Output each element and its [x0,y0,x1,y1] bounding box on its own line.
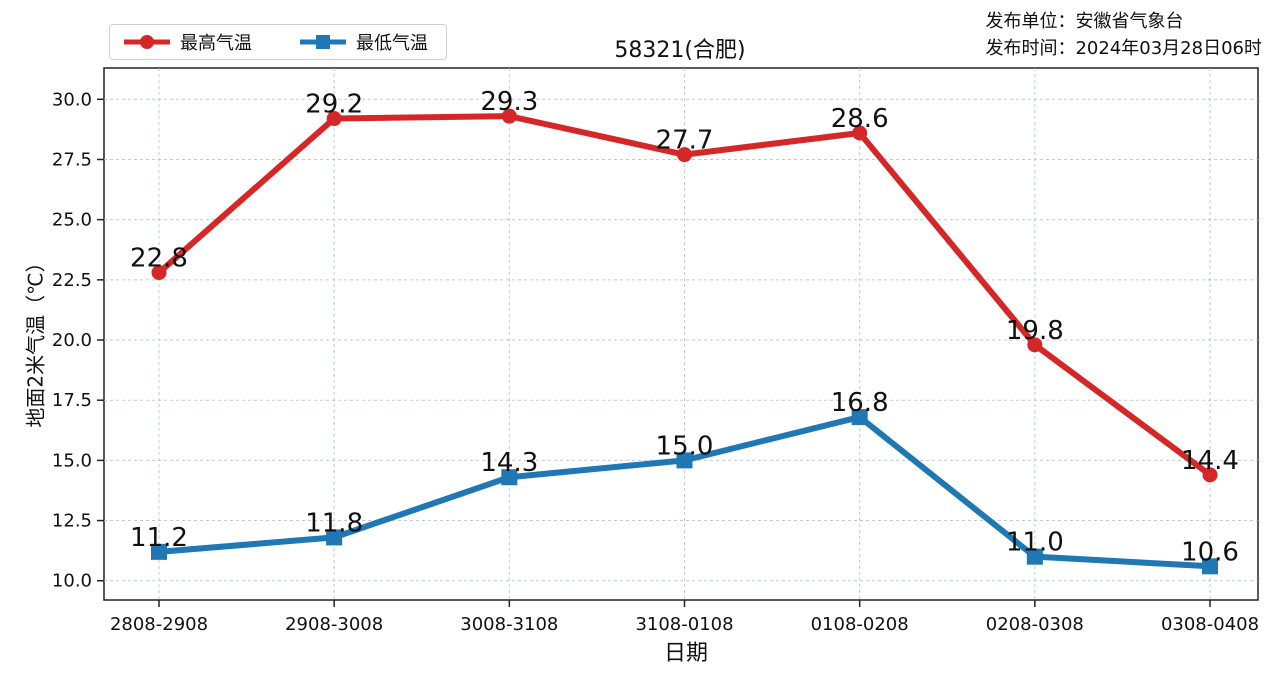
y-tick-label: 22.5 [52,270,92,291]
y-tick-label: 27.5 [52,149,92,170]
data-label-low: 14.3 [480,448,538,478]
data-label-low: 10.6 [1181,537,1239,567]
data-label-high: 29.2 [305,90,363,120]
data-point-high [852,125,868,141]
x-axis-label: 日期 [663,641,709,666]
legend-label-low: 最低气温 [356,33,428,54]
data-point-high [326,111,342,127]
data-label-high: 27.7 [656,126,714,156]
issuer-unit: 发布单位：安徽省气象台 [985,11,1184,32]
x-tick-label: 2808-2908 [110,614,208,635]
grid-lines [104,68,1258,600]
data-label-high: 29.3 [480,87,538,117]
x-tick-label: 2908-3008 [285,614,383,635]
x-tick-label: 0208-0308 [986,614,1084,635]
issuer-info: 发布单位：安徽省气象台 发布时间：2024年03月28日06时 [985,8,1262,62]
y-tick-label: 20.0 [52,330,92,351]
data-label-low: 11.0 [1006,528,1064,558]
data-point-low [1202,558,1218,575]
data-point-low [151,543,167,560]
data-label-low: 15.0 [656,431,714,461]
y-tick-label: 12.5 [52,511,92,532]
data-label-low: 11.2 [130,523,188,553]
legend-swatch-high [124,35,170,49]
data-point-high [1027,337,1043,353]
data-point-high [677,147,692,163]
data-label-low: 11.8 [305,508,363,538]
y-axis-label: 地面2米气温（℃） [23,252,48,428]
legend-swatch-low [300,35,346,49]
y-tick-label: 25.0 [52,210,92,231]
legend-item-low: 最低气温 [298,25,428,59]
legend: 最高气温 最低气温 [109,24,447,60]
x-tick-label: 3108-0108 [635,614,733,635]
data-point-low [501,469,518,486]
data-label-high: 28.6 [831,104,889,134]
series-lines [151,108,1218,575]
issue-time: 发布时间：2024年03月28日06时 [985,38,1262,59]
data-point-high [1202,467,1218,483]
data-point-high [501,108,517,124]
y-tick-label: 15.0 [52,450,92,471]
legend-label-high: 最高气温 [180,33,252,54]
data-label-low: 16.8 [831,388,889,418]
y-tick-label: 30.0 [52,89,92,110]
chart-title: 58321(合肥) [614,38,746,63]
y-tick-label: 17.5 [52,390,92,411]
data-point-low [1026,548,1043,565]
data-point-low [326,529,343,546]
data-point-low [676,452,693,469]
data-point-low [851,409,868,426]
data-labels: 22.8 29.2 29.3 27.7 28.6 19.8 14.4 11.2 11.8 14.3… [130,87,1239,567]
axis-ticks: 10.0 12.5 15.0 17.5 20.0 22.5 25.0 27.5 30.0 2808… [52,89,1259,635]
legend-item-high: 最高气温 [122,25,252,59]
x-tick-label: 0108-0208 [811,614,909,635]
data-point-high [151,265,167,281]
data-label-high: 19.8 [1006,316,1064,346]
data-label-high: 22.8 [130,244,188,274]
x-tick-label: 3008-3108 [460,614,558,635]
x-tick-label: 0308-0408 [1161,614,1259,635]
data-label-high: 14.4 [1181,446,1239,476]
y-tick-label: 10.0 [52,571,92,592]
